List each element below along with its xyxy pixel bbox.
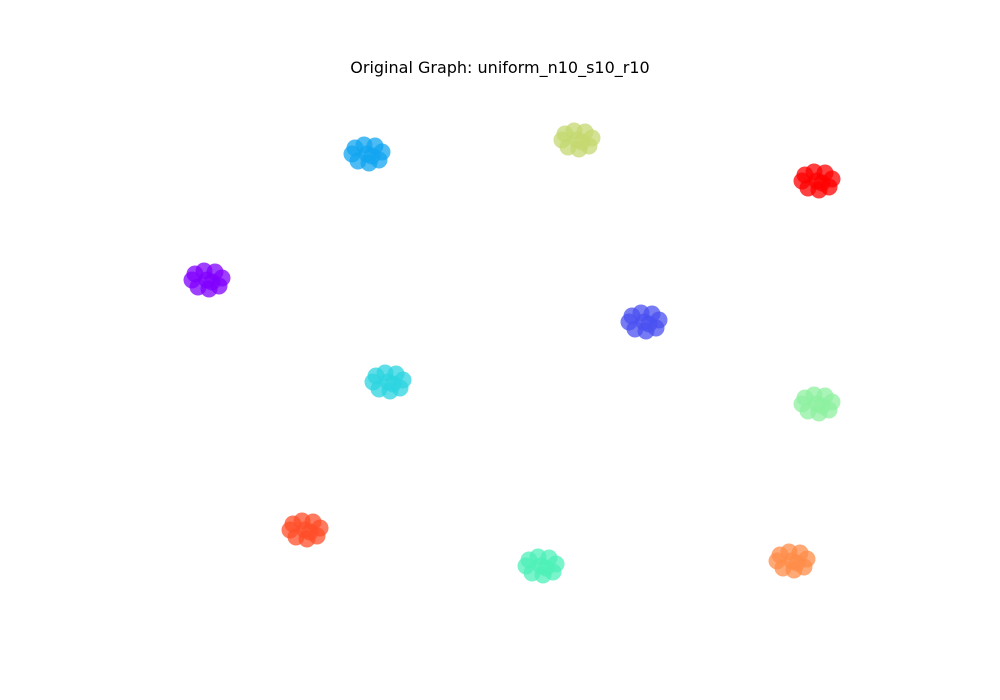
graph-node	[302, 524, 319, 541]
node-cluster-c8	[282, 513, 329, 548]
graph-node	[641, 316, 658, 333]
graph-node	[814, 175, 831, 192]
graph-node	[204, 274, 221, 291]
node-cluster-c5	[794, 387, 841, 422]
node-cluster-c7	[769, 544, 816, 579]
graph-node	[344, 146, 361, 163]
graph-node	[365, 374, 382, 391]
graph-node	[794, 173, 811, 190]
graph-node	[789, 555, 806, 572]
node-cluster-c9	[794, 164, 841, 199]
graph-node	[814, 398, 831, 415]
graph-node	[184, 272, 201, 289]
graph-node	[574, 134, 591, 151]
node-cluster-c0	[184, 263, 231, 298]
graph-node	[554, 132, 571, 149]
graph-node	[621, 314, 638, 331]
node-cluster-c6	[554, 123, 601, 158]
graph-node	[538, 560, 555, 577]
node-cluster-c1	[344, 137, 391, 172]
graph-node	[282, 522, 299, 539]
node-cluster-c4	[518, 549, 565, 584]
graph-node	[364, 148, 381, 165]
graph-node	[518, 558, 535, 575]
graph-node	[385, 376, 402, 393]
graph-node	[769, 553, 786, 570]
node-cluster-c3	[621, 305, 668, 340]
graph-node	[794, 396, 811, 413]
node-cluster-c2	[365, 365, 412, 400]
